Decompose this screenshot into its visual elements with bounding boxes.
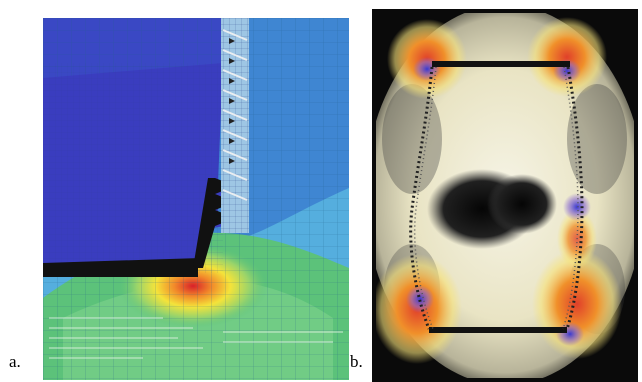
photoelastic-image bbox=[372, 9, 638, 382]
fem-contour-drawing bbox=[43, 18, 349, 380]
panel-b-label: b. bbox=[350, 352, 363, 371]
fem-contour-image bbox=[43, 18, 349, 380]
panel-a-label: a. bbox=[9, 352, 21, 371]
photoelastic-drawing bbox=[372, 9, 638, 382]
